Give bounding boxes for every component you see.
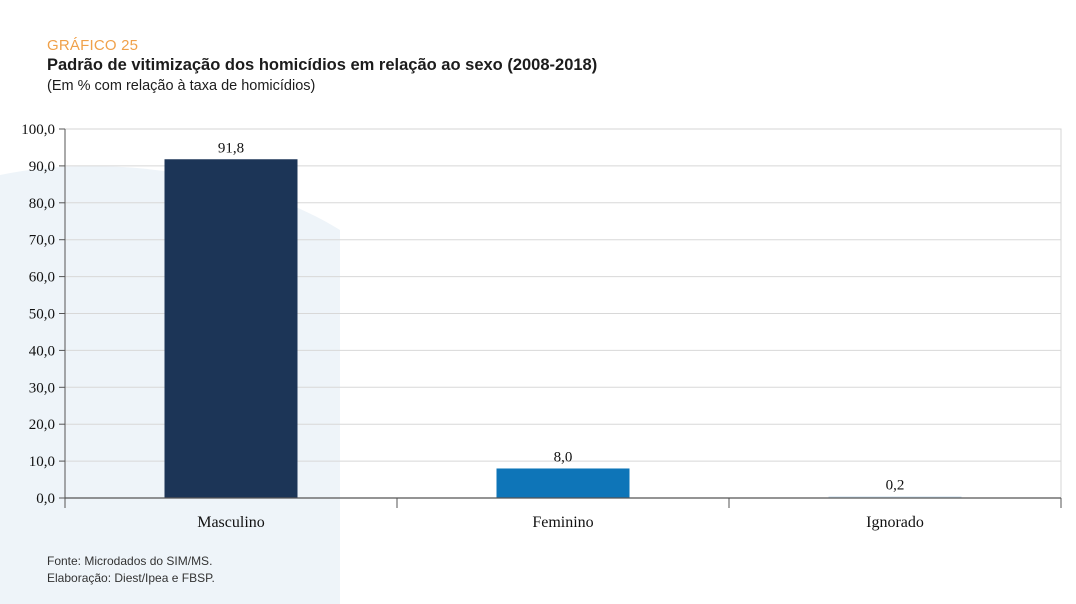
y-tick-label: 40,0	[29, 343, 55, 359]
y-tick-label: 100,0	[21, 122, 55, 138]
y-tick-label: 80,0	[29, 196, 55, 212]
y-tick-label: 20,0	[29, 417, 55, 433]
y-tick-label: 0,0	[36, 491, 55, 507]
credit-note: Elaboração: Diest/Ipea e FBSP.	[47, 571, 215, 585]
data-label-feminino: 8,0	[554, 449, 573, 465]
y-tick-label: 30,0	[29, 380, 55, 396]
y-tick-label: 90,0	[29, 159, 55, 175]
y-tick-label: 70,0	[29, 233, 55, 249]
x-tick-label-ignorado: Ignorado	[866, 514, 924, 531]
bar-ignorado	[828, 496, 962, 498]
chart-header: GRÁFICO 25 Padrão de vitimização dos hom…	[47, 36, 597, 96]
y-tick-label: 50,0	[29, 307, 55, 323]
x-tick-label-masculino: Masculino	[197, 514, 265, 531]
chart-number: GRÁFICO 25	[47, 37, 139, 54]
data-label-ignorado: 0,2	[886, 478, 905, 494]
source-note: Fonte: Microdados do SIM/MS.	[47, 554, 213, 568]
y-tick-label: 10,0	[29, 454, 55, 470]
chart-title: Padrão de vitimização dos homicídios em …	[47, 56, 598, 74]
bar-masculino	[164, 159, 298, 498]
data-label-masculino: 91,8	[218, 140, 244, 156]
chart-subtitle: (Em % com relação à taxa de homicídios)	[47, 78, 316, 94]
bar-feminino	[496, 468, 630, 498]
y-tick-label: 60,0	[29, 270, 55, 286]
chart-footer: Fonte: Microdados do SIM/MS. Elaboração:…	[47, 553, 215, 587]
x-tick-label-feminino: Feminino	[532, 514, 593, 531]
